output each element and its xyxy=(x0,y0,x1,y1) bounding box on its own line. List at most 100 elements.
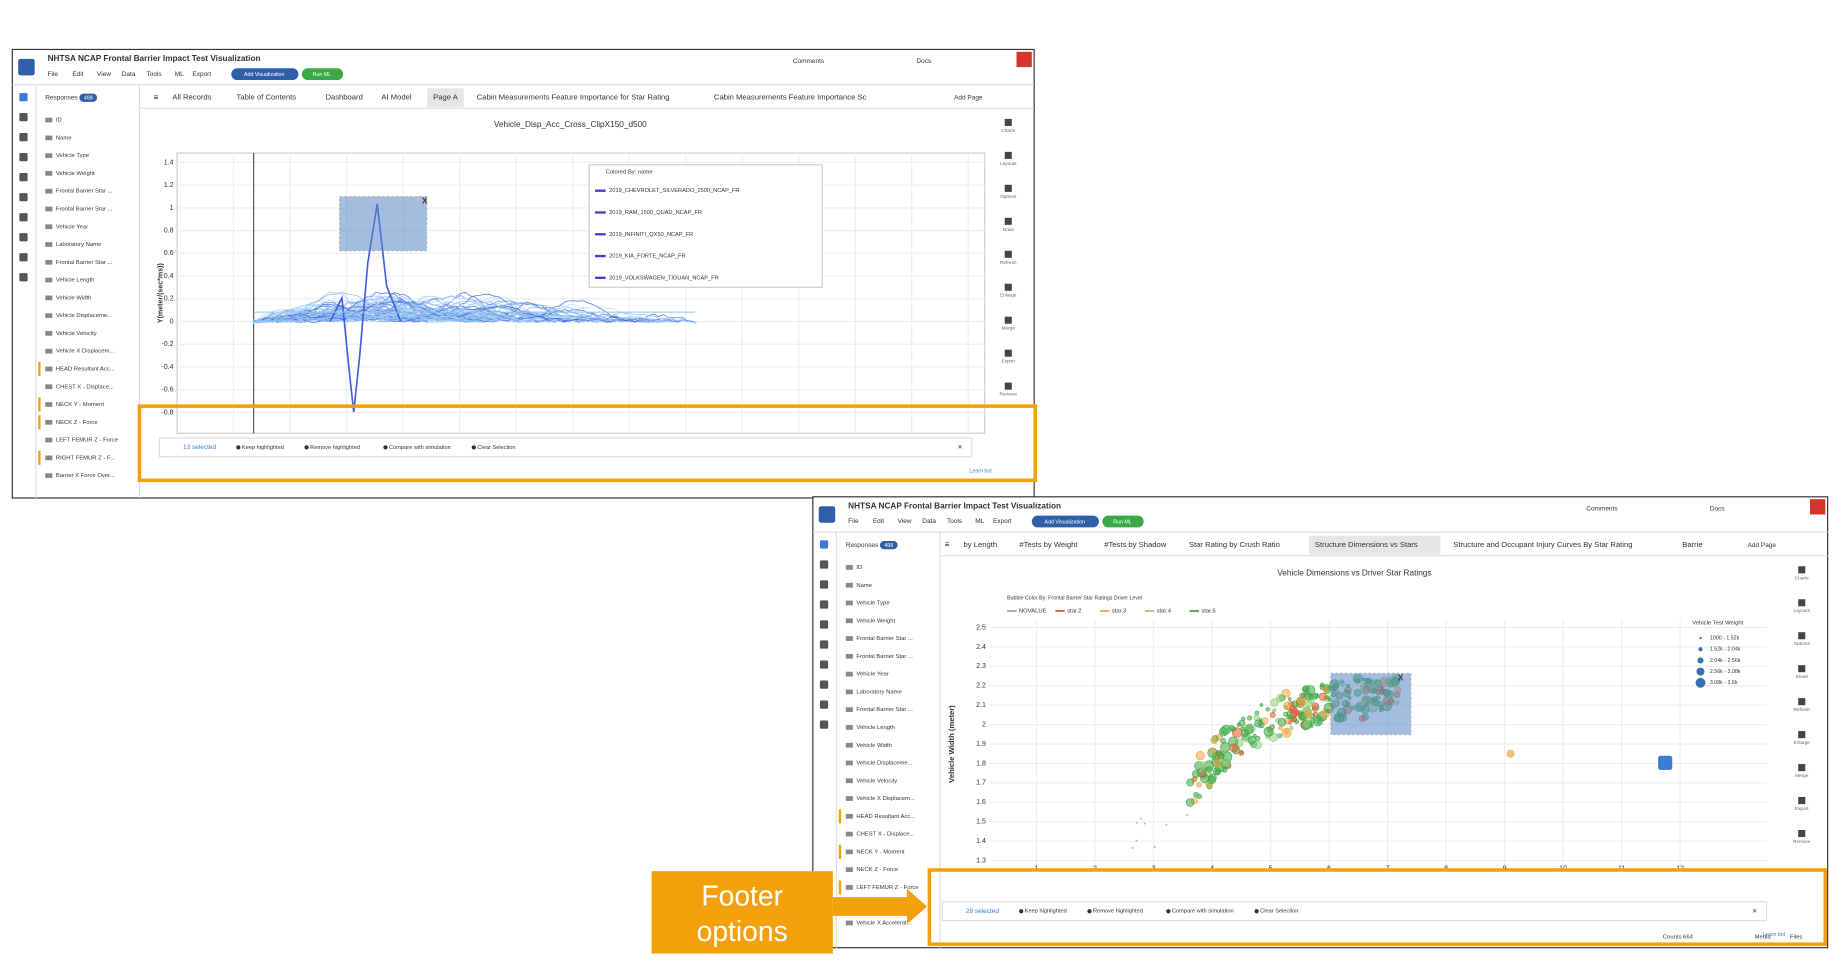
tool-icon[interactable] xyxy=(1004,250,1012,258)
tool-icon[interactable] xyxy=(1798,632,1806,640)
tool-icon[interactable] xyxy=(1798,698,1806,706)
field-item[interactable]: Vehicle Length xyxy=(56,278,95,284)
footer-close[interactable]: × xyxy=(958,443,963,452)
menu-item[interactable]: Export xyxy=(192,71,211,78)
sidebar-icon[interactable] xyxy=(819,600,829,609)
sidebar-icon[interactable] xyxy=(19,153,28,162)
field-item[interactable]: Laboratory Name xyxy=(856,689,901,695)
tab[interactable]: Page A xyxy=(433,93,459,102)
tab[interactable]: Cabin Measurements Feature Importance Sc xyxy=(714,93,867,102)
menu-item[interactable]: Data xyxy=(922,518,936,525)
field-item[interactable]: Vehicle Length xyxy=(856,725,895,731)
field-item[interactable]: Barrier X Force Over... xyxy=(56,473,115,479)
field-item[interactable]: Vehicle Displaceme... xyxy=(856,761,913,767)
status-item[interactable]: Files xyxy=(1790,935,1802,941)
field-item[interactable]: Vehicle Velocity xyxy=(856,778,897,784)
sidebar-icon[interactable] xyxy=(819,540,829,549)
learn-bot[interactable]: Learn bot xyxy=(969,468,992,474)
menu-item[interactable]: ML xyxy=(975,518,984,525)
tab[interactable]: Structure Dimensions vs Stars xyxy=(1315,540,1418,549)
learn-bot[interactable]: Learn bot xyxy=(1763,932,1786,938)
sidebar-icon[interactable] xyxy=(819,580,829,589)
tool-label[interactable]: Export xyxy=(1795,806,1809,811)
field-item[interactable]: NECK Y - Moment xyxy=(56,402,104,408)
tool-label[interactable]: Export xyxy=(1001,359,1015,364)
legend-item[interactable]: star.2 xyxy=(1067,609,1081,615)
sidebar-icon[interactable] xyxy=(19,113,28,122)
field-item[interactable]: CHEST X - Displace... xyxy=(56,384,114,390)
selection-close[interactable]: X xyxy=(422,196,428,205)
tool-label[interactable]: Charts xyxy=(1001,128,1015,133)
field-item[interactable]: ID xyxy=(856,565,862,571)
sidebar-icon[interactable] xyxy=(819,660,829,669)
footer-close[interactable]: × xyxy=(1752,906,1757,915)
tool-label[interactable]: Charts xyxy=(1795,575,1809,580)
field-item[interactable]: Vehicle X Displacem... xyxy=(56,349,115,355)
close-button[interactable] xyxy=(1809,499,1826,515)
tool-icon[interactable] xyxy=(1798,731,1806,739)
active-tab[interactable] xyxy=(427,88,464,108)
tab[interactable]: Dashboard xyxy=(325,93,362,102)
field-item[interactable]: Vehicle Width xyxy=(856,743,892,749)
field-item[interactable]: Vehicle Type xyxy=(56,153,89,159)
footer-action[interactable]: Remove highlighted xyxy=(1093,909,1143,915)
run-ml-button[interactable] xyxy=(1102,515,1144,528)
footer-action[interactable]: Remove highlighted xyxy=(310,445,360,451)
tool-label[interactable]: Layouts xyxy=(1000,161,1017,166)
field-item[interactable]: Vehicle X Accelerat... xyxy=(856,921,912,927)
edit-button[interactable] xyxy=(1658,755,1673,770)
tool-label[interactable]: Enlarge xyxy=(1794,740,1811,745)
tool-label[interactable]: Refresh xyxy=(1794,707,1811,712)
add-page[interactable]: Add Page xyxy=(1748,542,1777,549)
tool-label[interactable]: Draw xyxy=(1003,227,1015,232)
button-label[interactable]: Add Visualization xyxy=(244,72,284,78)
tool-label[interactable]: Remove xyxy=(1000,392,1018,397)
field-item[interactable]: Name xyxy=(856,583,872,589)
menu-item[interactable]: Data xyxy=(122,71,136,78)
tool-label[interactable]: Remove xyxy=(1793,839,1811,844)
field-item[interactable]: LEFT FEMUR Z - Force xyxy=(56,438,118,444)
tab[interactable]: AI Model xyxy=(381,93,411,102)
tool-icon[interactable] xyxy=(1004,283,1012,291)
field-item[interactable]: Frontal Barrier Star ... xyxy=(56,260,113,266)
field-item[interactable]: ID xyxy=(56,118,62,124)
tab[interactable]: Star Rating by Crush Ratio xyxy=(1189,540,1280,549)
field-item[interactable]: Vehicle Year xyxy=(856,672,888,678)
status-item[interactable]: Media xyxy=(1755,935,1772,941)
sidebar-icon[interactable] xyxy=(819,560,829,569)
sidebar-icon[interactable] xyxy=(19,93,28,102)
field-item[interactable]: Name xyxy=(56,135,72,141)
field-item[interactable]: CHEST X - Displace... xyxy=(856,832,914,838)
tool-icon[interactable] xyxy=(1798,764,1806,772)
tool-icon[interactable] xyxy=(1004,316,1012,324)
field-item[interactable]: NECK Z - Force xyxy=(856,867,898,873)
field-item[interactable]: Vehicle Displaceme... xyxy=(56,313,113,319)
menu-item[interactable]: Edit xyxy=(873,518,884,525)
field-item[interactable]: Laboratory Name xyxy=(56,242,101,248)
field-item[interactable]: NECK Z - Force xyxy=(56,420,98,426)
field-item[interactable]: Frontal Barrier Star ... xyxy=(856,654,913,660)
button-label[interactable]: Run ML xyxy=(1113,520,1132,526)
tool-label[interactable]: Enlarge xyxy=(1000,293,1017,298)
tool-label[interactable]: Merge xyxy=(1002,326,1016,331)
active-tab[interactable] xyxy=(1309,535,1441,555)
sidebar-icon[interactable] xyxy=(819,620,829,629)
legend-item[interactable]: star.4 xyxy=(1157,609,1172,615)
tab[interactable]: #Tests by Weight xyxy=(1019,540,1078,549)
add-page[interactable]: Add Page xyxy=(954,94,983,101)
field-item[interactable]: LEFT FEMUR Z - Force xyxy=(856,885,918,891)
footer-action[interactable]: Clear Selection xyxy=(477,445,515,451)
tab[interactable]: Structure and Occupant Injury Curves By … xyxy=(1453,540,1632,549)
tool-icon[interactable] xyxy=(1004,382,1012,390)
footer-action[interactable]: Keep highlighted xyxy=(1025,909,1067,915)
field-item[interactable]: RIGHT FEMUR Z - F... xyxy=(56,455,115,461)
menu-item[interactable]: Edit xyxy=(72,71,83,78)
field-item[interactable]: Frontal Barrier Star ... xyxy=(56,207,113,213)
run-ml-button[interactable] xyxy=(301,68,344,81)
menu-item[interactable]: Export xyxy=(993,518,1012,525)
menu-item[interactable]: File xyxy=(848,518,859,525)
menu-item[interactable]: View xyxy=(97,71,111,78)
legend-item[interactable]: 2019_INFINITI_QX50_NCAP_FR xyxy=(609,232,693,238)
tool-icon[interactable] xyxy=(1004,349,1012,357)
field-item[interactable]: Vehicle Weight xyxy=(856,618,895,624)
